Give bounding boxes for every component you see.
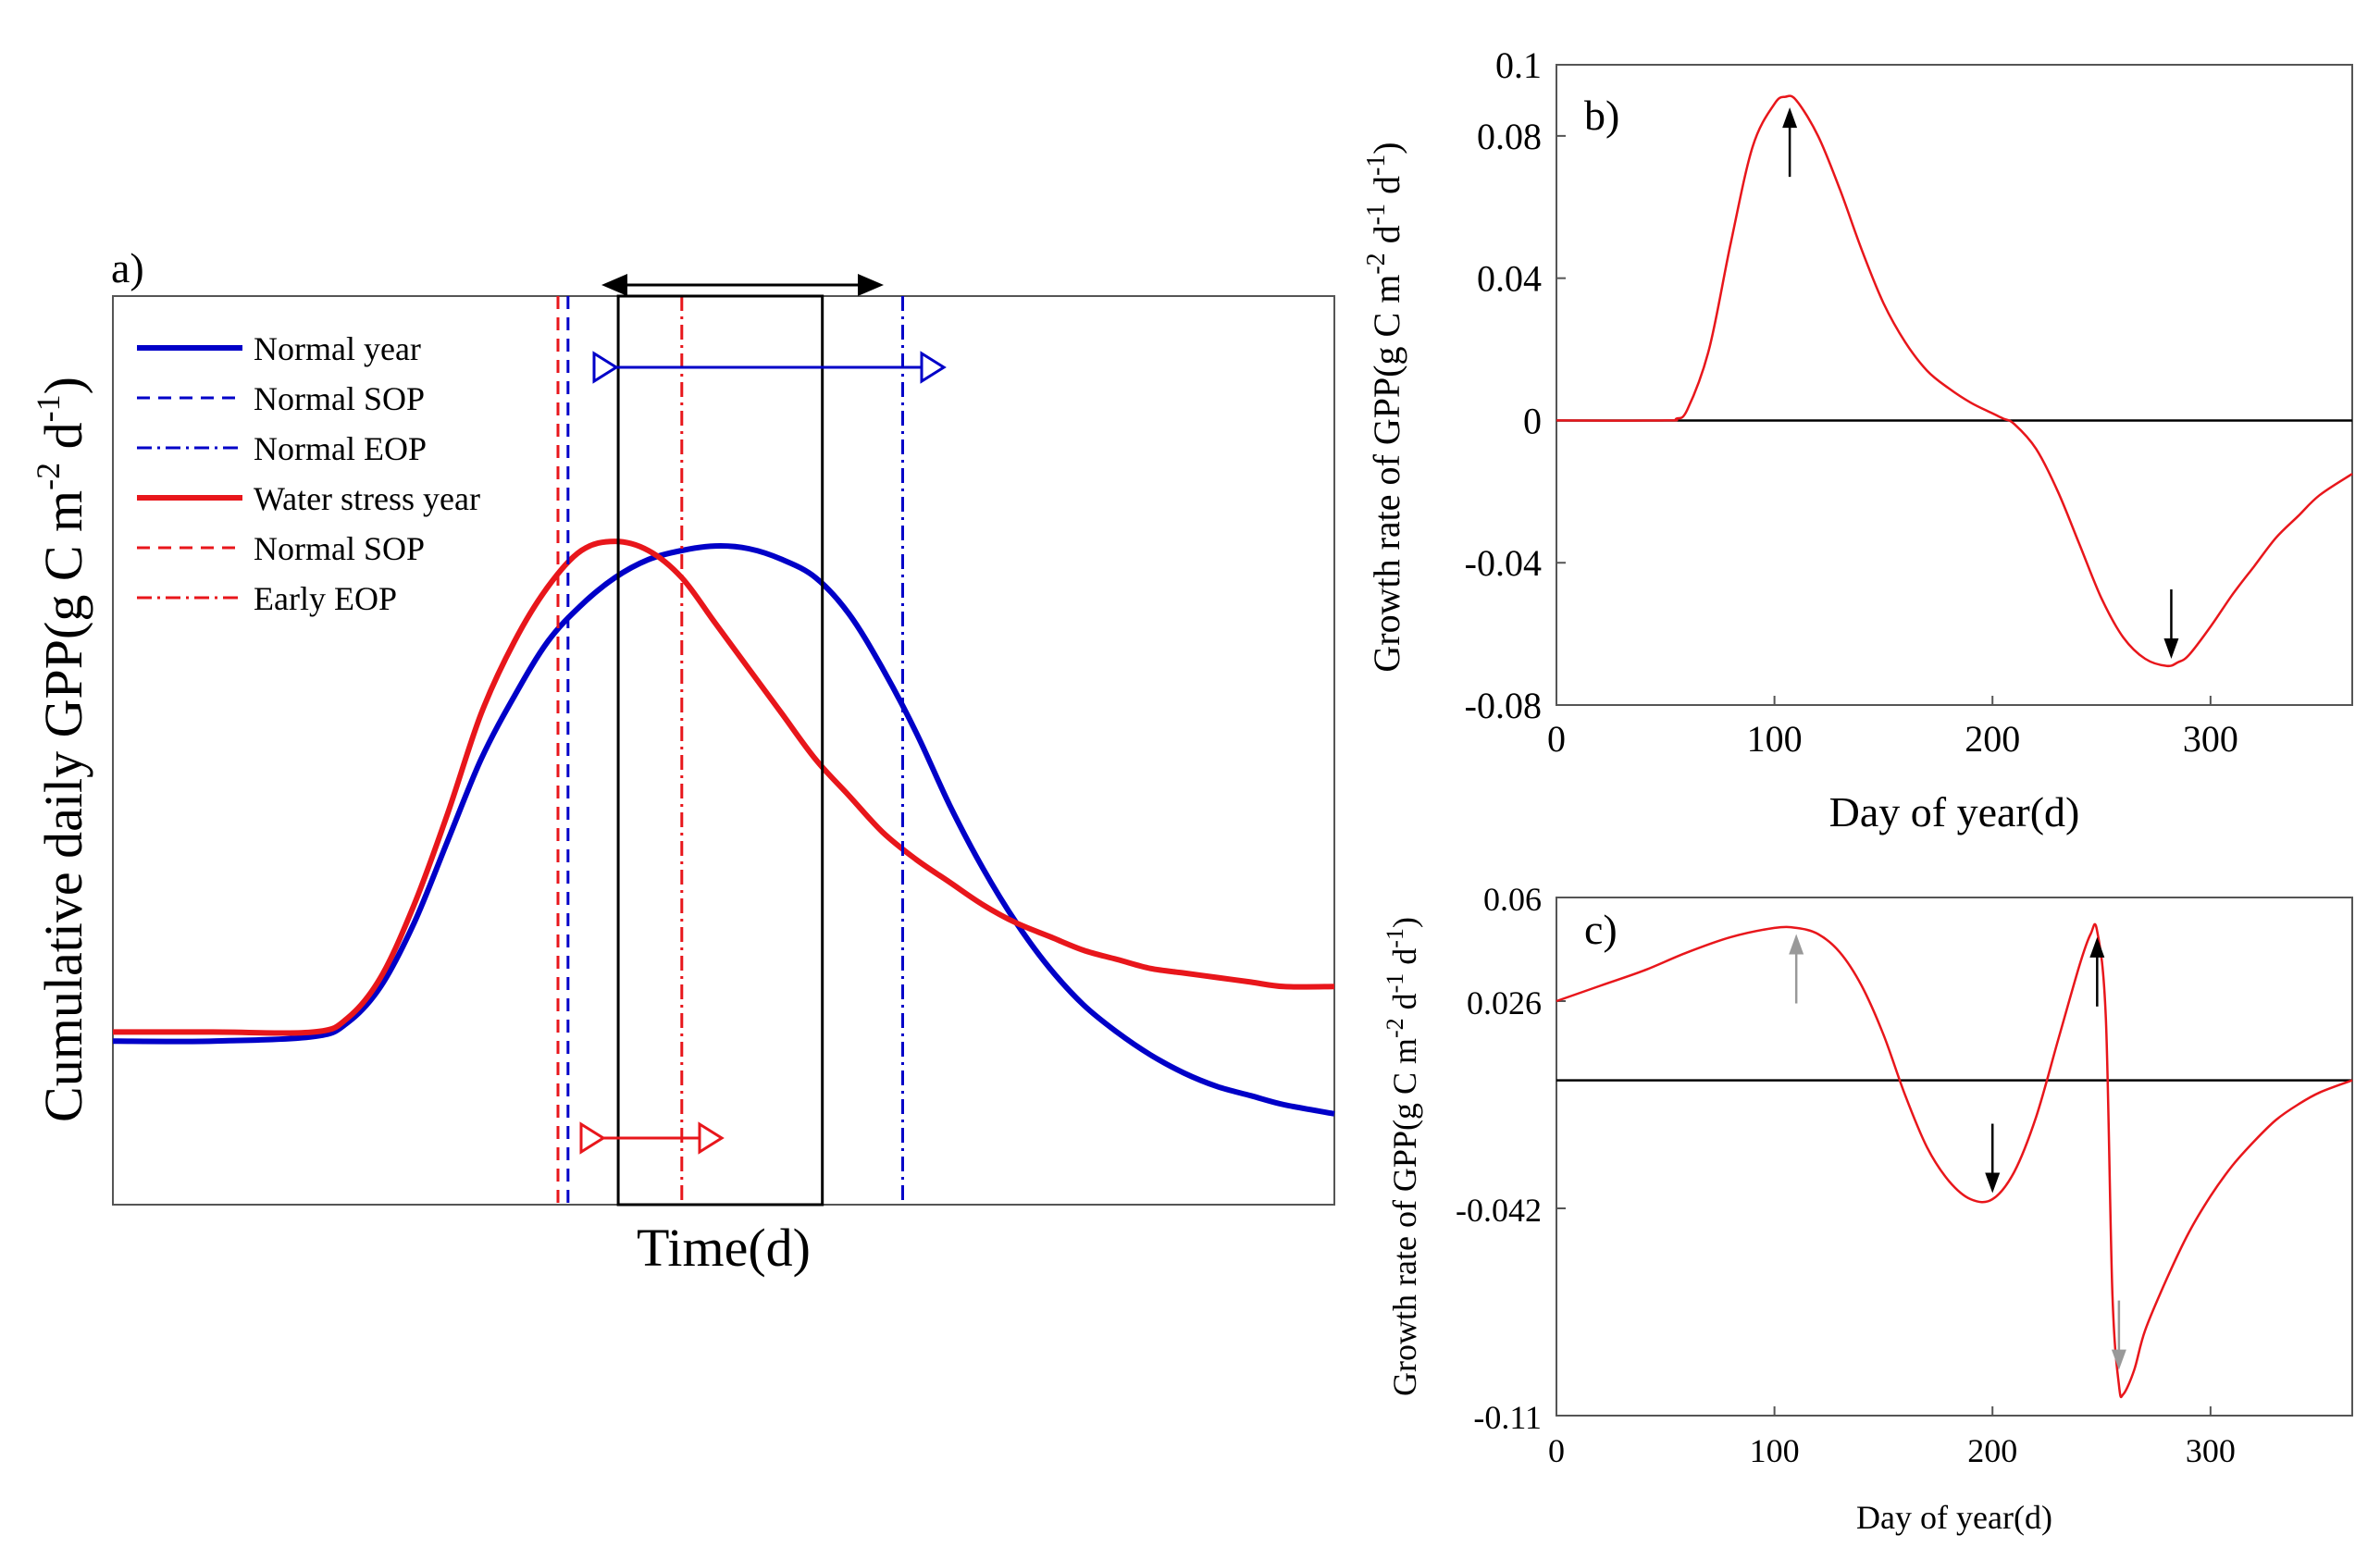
- panel-a-legend: Normal year Normal SOP Normal EOP Water str…: [137, 330, 480, 617]
- panel-c-axes: [1556, 897, 2353, 1417]
- x-tick-label-0: 0: [1547, 718, 1566, 760]
- x-tick-label-1: 100: [1747, 718, 1803, 760]
- y-tick-label-0: 0.1: [1495, 44, 1542, 86]
- legend-label-5: Early EOP: [254, 580, 397, 617]
- y-tick-label-1: 0.08: [1477, 116, 1542, 157]
- legend-label-3: Water stress year: [254, 480, 480, 517]
- panel-a-vlines: [556, 296, 904, 1205]
- y-tick-label-3: -0.11: [1473, 1399, 1542, 1436]
- panel-c: c) 0 100 200 300 0.06 0.026 -0.042 -0.11 Day of…: [1382, 881, 2353, 1536]
- panel-b-ylabel: Growth rate of GPP(g C m-2 d-1 d-1): [1362, 142, 1407, 672]
- panel-a-box: [616, 294, 824, 1207]
- panel-c-xlabel: Day of year(d): [1856, 1499, 2052, 1536]
- legend-label-0: Normal year: [254, 330, 421, 367]
- growth-rate-line-0: [1556, 94, 2353, 668]
- growth-rate-line-0: [1556, 922, 2353, 1399]
- series-line-water-stress-year: [113, 538, 1335, 1036]
- stress-period-arrowhead-left: [579, 1121, 606, 1155]
- x-tick-label-2: 200: [1967, 1432, 2017, 1469]
- x-tick-label-0: 0: [1548, 1432, 1565, 1469]
- panel-b-axes: [1556, 64, 2353, 706]
- panel-b-plot: 0 100 200 300 0.1 0.08 0.04 0 -0.04 -0.08: [1465, 44, 2353, 760]
- panel-a-curves: [112, 538, 1335, 1117]
- panel-a-ylabel: Cumulative daily GPP(g C m-2 d-1): [30, 377, 93, 1122]
- series-line-normal-year: [112, 543, 1335, 1117]
- panel-c-plot: 0 100 200 300 0.06 0.026 -0.042 -0.11: [1456, 881, 2353, 1469]
- peak-arrow-head-0: [1789, 934, 1804, 955]
- y-tick-label-2: -0.042: [1456, 1192, 1542, 1229]
- shift-arrowhead-right: [858, 274, 884, 296]
- y-tick-label-2: 0.04: [1477, 258, 1542, 300]
- normal-period-arrowhead-left: [592, 351, 619, 384]
- trough-arrow-head-3: [2111, 1349, 2126, 1370]
- y-tick-label-5: -0.08: [1465, 685, 1542, 726]
- peak-arrow-head-2: [2089, 936, 2105, 958]
- y-tick-label-4: -0.04: [1465, 542, 1542, 584]
- trough-arrow-head-1: [1985, 1172, 2001, 1194]
- legend-label-1: Normal SOP: [254, 380, 425, 417]
- panel-b-tag: b): [1584, 92, 1619, 139]
- panel-a-tag: a): [111, 244, 144, 291]
- panel-c-tag: c): [1584, 906, 1618, 953]
- shift-arrowhead-left: [601, 274, 627, 296]
- x-tick-label-1: 100: [1750, 1432, 1800, 1469]
- panel-b-xlabel: Day of year(d): [1829, 788, 2080, 835]
- panel-a: a) Normal year Normal SOP Normal EOP Water …: [30, 244, 1335, 1278]
- highlight-box-0: [616, 294, 824, 1207]
- normal-period-arrowhead-right: [920, 351, 947, 384]
- peak-arrow-head-0: [1782, 107, 1798, 129]
- x-tick-label-2: 200: [1965, 718, 2020, 760]
- y-tick-label-0: 0.06: [1483, 881, 1542, 918]
- panel-a-period-arrows: [579, 274, 947, 1155]
- x-tick-label-3: 300: [2183, 718, 2238, 760]
- x-tick-label-3: 300: [2186, 1432, 2236, 1469]
- trough-arrow-head-1: [2163, 638, 2179, 660]
- legend-label-4: Normal SOP: [254, 530, 425, 567]
- y-tick-label-3: 0: [1523, 400, 1542, 441]
- legend-label-2: Normal EOP: [254, 430, 427, 467]
- stress-period-arrowhead-right: [698, 1121, 725, 1155]
- panel-a-xlabel: Time(d): [637, 1218, 811, 1278]
- y-tick-label-1: 0.026: [1467, 984, 1542, 1021]
- panel-c-ylabel: Growth rate of GPP(g C m-2 d-1 d-1): [1382, 917, 1423, 1396]
- panel-b: b) 0 100 200 300 0.1 0.08 0.04 0 -0.04 -0.08 Day …: [1362, 44, 2353, 835]
